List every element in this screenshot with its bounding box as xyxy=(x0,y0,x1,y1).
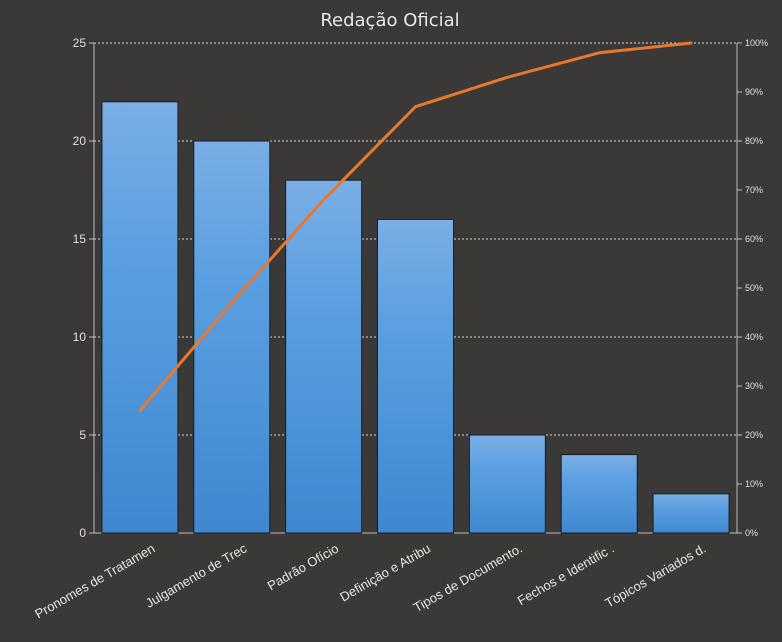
y-tick-label: 0 xyxy=(79,526,86,540)
y-tick-label: 5 xyxy=(79,428,86,442)
y2-tick-label: 80% xyxy=(745,136,763,146)
x-tick-label: Fechos e Identific . xyxy=(515,541,617,609)
y2-tick-label: 20% xyxy=(745,430,763,440)
x-tick-label: Pronomes de Tratamen xyxy=(32,541,157,622)
y2-tick-label: 50% xyxy=(745,283,763,293)
cumulative-line xyxy=(138,41,693,412)
bar xyxy=(193,140,271,534)
axes: 0 5 10 15 20 25 0% 10% 20% 30% 40% 50% 60% 70% 80% 90% 1… xyxy=(73,36,768,540)
cumulative-line-series xyxy=(138,41,693,412)
y-tick-label: 20 xyxy=(73,134,87,148)
bar xyxy=(652,493,730,534)
chart-title: Redação Oficial xyxy=(320,10,459,31)
x-tick-label: Julgamento de Trec xyxy=(143,540,250,610)
y2-tick-label: 10% xyxy=(745,479,763,489)
y-tick-label: 10 xyxy=(73,330,87,344)
bar xyxy=(285,179,363,534)
bar xyxy=(101,101,179,534)
y2-tick-label: 60% xyxy=(745,234,763,244)
y2-tick-label: 0% xyxy=(745,528,758,538)
bar-series xyxy=(101,101,730,534)
y-tick-label: 25 xyxy=(73,36,87,50)
y2-tick-label: 70% xyxy=(745,185,763,195)
x-tick-label: Padrão Ofício xyxy=(265,541,341,594)
y2-tick-label: 90% xyxy=(745,87,763,97)
bar xyxy=(468,434,546,534)
y2-tick-label: 30% xyxy=(745,381,763,391)
x-tick-label: Tópicos Variados d. xyxy=(602,541,708,611)
bar xyxy=(560,454,638,534)
bar xyxy=(377,218,454,534)
y2-tick-label: 40% xyxy=(745,332,763,342)
y-tick-label: 15 xyxy=(73,232,87,246)
y2-tick-label: 100% xyxy=(745,38,768,48)
x-tick-label: Definição e Atribu xyxy=(337,541,433,605)
